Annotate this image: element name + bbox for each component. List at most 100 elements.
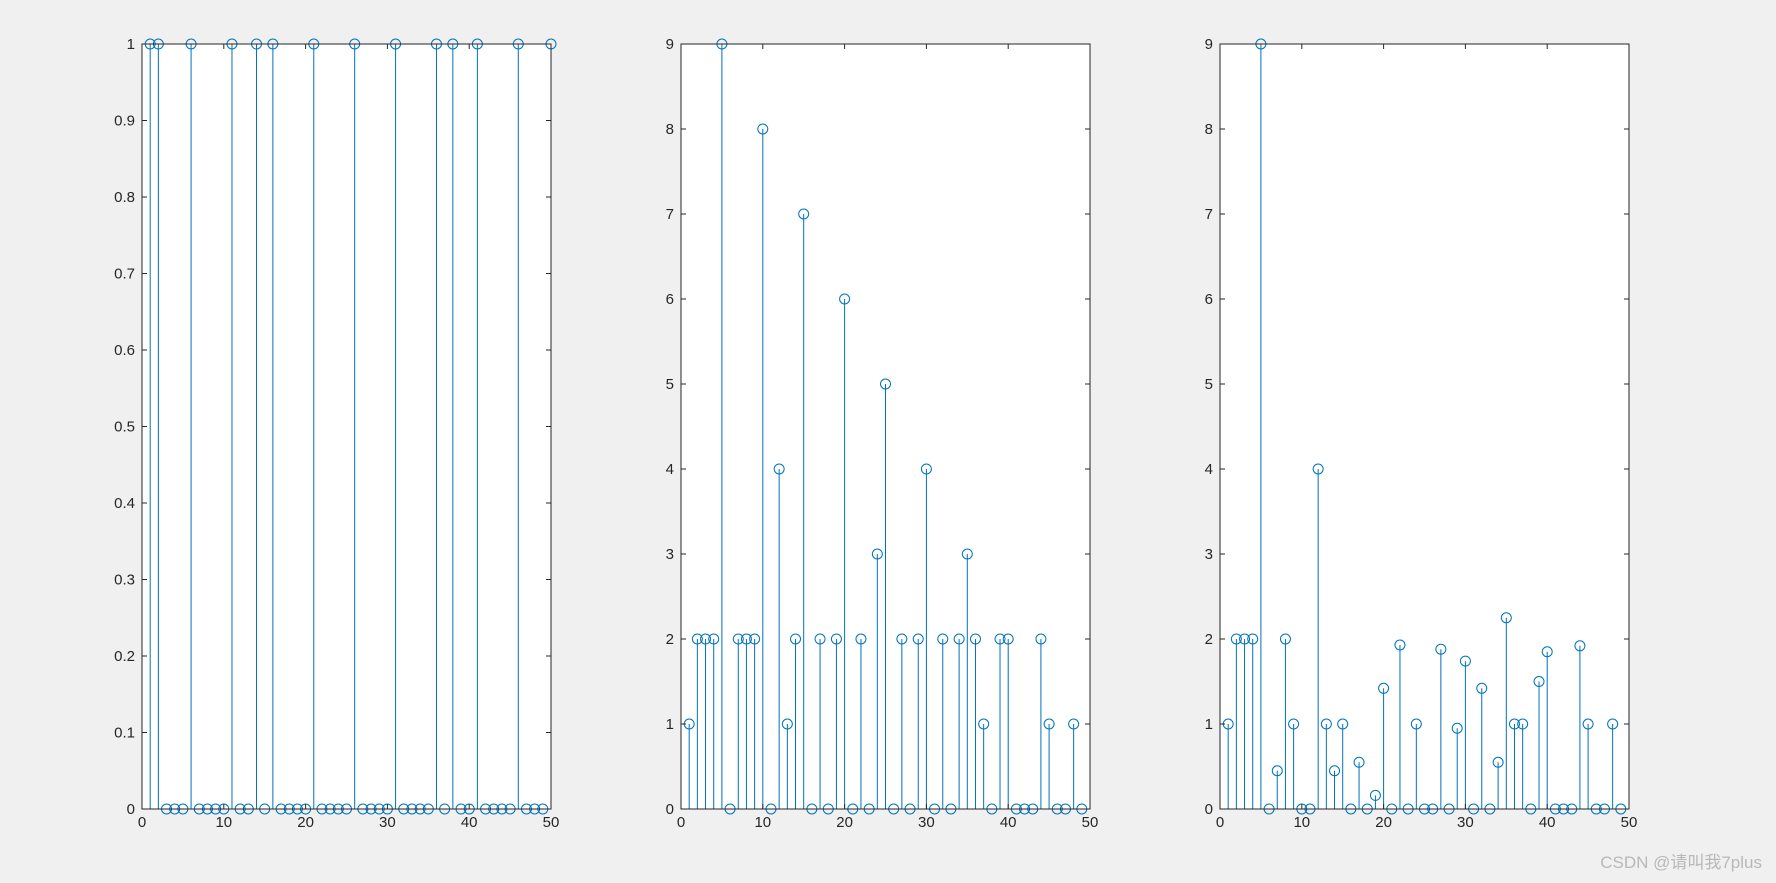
- x-axis: 0 10 20 30 40 50: [677, 44, 1099, 831]
- stem-17: [814, 633, 826, 809]
- stem-45: [1582, 718, 1594, 809]
- stem-15: [1337, 718, 1349, 809]
- stem-marker: [1500, 612, 1512, 624]
- stem-3: [1239, 633, 1251, 809]
- stem-39: [1533, 676, 1545, 809]
- x-tick-label: 40: [1000, 814, 1017, 831]
- stem-36: [1508, 718, 1520, 809]
- stem-34: [1492, 756, 1504, 809]
- axes-background: [142, 44, 551, 809]
- y-tick-label: 7: [1205, 206, 1213, 223]
- stem-45: [1043, 718, 1055, 809]
- stem-20: [839, 293, 851, 809]
- y-tick-label: 1: [666, 716, 674, 733]
- y-tick-label: 0.3: [114, 572, 135, 589]
- x-tick-label: 50: [1082, 814, 1099, 831]
- y-tick-label: 0.5: [114, 419, 135, 436]
- stem-37: [978, 718, 990, 809]
- stem-marker: [953, 633, 965, 645]
- stem-24: [1410, 718, 1422, 809]
- axes-background: [1220, 44, 1629, 809]
- stem-marker: [994, 633, 1006, 645]
- stem-30: [920, 463, 932, 809]
- y-axis: 0 1 2 3 4 5 6 7 8 9: [666, 36, 1090, 818]
- x-tick-label: 20: [836, 814, 853, 831]
- stem-14: [790, 633, 802, 809]
- stem-series: [144, 38, 557, 815]
- stem-marker: [1451, 722, 1463, 734]
- stem-marker: [757, 123, 769, 135]
- stem-12: [773, 463, 785, 809]
- stem-marker: [700, 633, 712, 645]
- stem-marker: [1239, 633, 1251, 645]
- stem-8: [1279, 633, 1291, 809]
- stem-marker: [691, 633, 703, 645]
- stem-48: [1068, 718, 1080, 809]
- stem-marker: [708, 633, 720, 645]
- y-tick-label: 0: [666, 801, 674, 818]
- x-tick-label: 30: [379, 814, 396, 831]
- stem-marker: [912, 633, 924, 645]
- y-tick-label: 9: [1205, 36, 1213, 53]
- stem-marker: [1541, 646, 1553, 658]
- stem-marker: [871, 548, 883, 560]
- stem-marker: [740, 633, 752, 645]
- stem-marker: [1410, 718, 1422, 730]
- y-tick-label: 0.2: [114, 648, 135, 665]
- stem-marker: [790, 633, 802, 645]
- y-tick-label: 1: [127, 36, 135, 53]
- stem-36: [969, 633, 981, 809]
- subplot-3: 0 10 20 30 40 50 0 1 2 3 4 5 6 7 8 9: [1205, 36, 1638, 831]
- stem-marker: [1369, 789, 1381, 801]
- subplot-1: 0 10 20 30 40 50 0 0.1 0.2 0.3 0.4 0.5 0.6 0.7 0.8 0.9 1: [114, 36, 559, 831]
- x-tick-label: 20: [297, 814, 314, 831]
- x-tick-label: 10: [215, 814, 232, 831]
- stem-marker: [1002, 633, 1014, 645]
- y-tick-label: 3: [666, 546, 674, 563]
- stem-32: [937, 633, 949, 809]
- stem-marker: [937, 633, 949, 645]
- y-tick-label: 0.8: [114, 189, 135, 206]
- stem-marker: [1459, 655, 1471, 667]
- stem-39: [994, 633, 1006, 809]
- x-tick-label: 10: [1293, 814, 1310, 831]
- y-tick-label: 9: [666, 36, 674, 53]
- y-axis: 0 1 2 3 4 5 6 7 8 9: [1205, 36, 1629, 818]
- x-tick-label: 10: [754, 814, 771, 831]
- stem-22: [855, 633, 867, 809]
- y-axis: 0 0.1 0.2 0.3 0.4 0.5 0.6 0.7 0.8 0.9 1: [114, 36, 551, 818]
- y-tick-label: 0: [1205, 801, 1213, 818]
- stem-40: [1541, 646, 1553, 809]
- stem-marker: [1353, 756, 1365, 768]
- stem-marker: [1320, 718, 1332, 730]
- stem-marker: [749, 633, 761, 645]
- stem-9: [749, 633, 761, 809]
- stem-13: [1320, 718, 1332, 809]
- stem-22: [1394, 639, 1406, 809]
- stem-marker: [814, 633, 826, 645]
- x-tick-label: 40: [1539, 814, 1556, 831]
- stem-marker: [1230, 633, 1242, 645]
- stem-marker: [830, 633, 842, 645]
- stem-marker: [1508, 718, 1520, 730]
- stem-marker: [920, 463, 932, 475]
- stem-2: [1230, 633, 1242, 809]
- stem-10: [757, 123, 769, 809]
- stem-marker: [855, 633, 867, 645]
- y-tick-label: 8: [666, 121, 674, 138]
- x-tick-label: 0: [138, 814, 146, 831]
- x-tick-label: 50: [1621, 814, 1638, 831]
- x-tick-label: 30: [1457, 814, 1474, 831]
- stem-14: [1329, 765, 1341, 809]
- stem-marker: [1394, 639, 1406, 651]
- stem-4: [708, 633, 720, 809]
- stem-48: [1607, 718, 1619, 809]
- y-tick-label: 4: [1205, 461, 1213, 478]
- stem-32: [1476, 682, 1488, 809]
- stem-marker: [1312, 463, 1324, 475]
- stem-12: [1312, 463, 1324, 809]
- stem-34: [953, 633, 965, 809]
- subplot-2: 0 10 20 30 40 50 0 1 2 3 4 5 6 7 8 9: [666, 36, 1099, 831]
- stem-24: [871, 548, 883, 809]
- stem-19: [830, 633, 842, 809]
